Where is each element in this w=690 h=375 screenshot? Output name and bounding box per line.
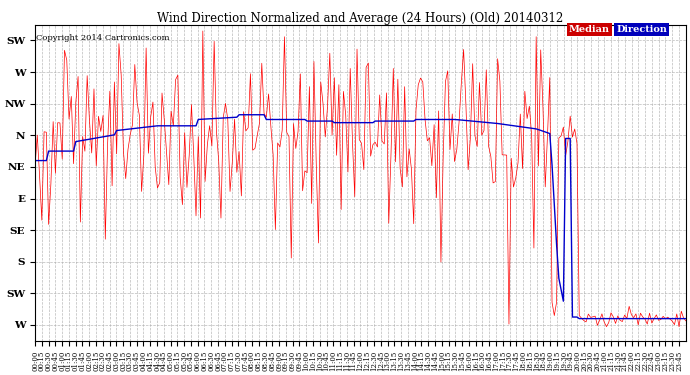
Text: Direction: Direction [616, 25, 667, 34]
Text: Median: Median [569, 25, 610, 34]
Title: Wind Direction Normalized and Average (24 Hours) (Old) 20140312: Wind Direction Normalized and Average (2… [157, 12, 564, 25]
Text: Copyright 2014 Cartronics.com: Copyright 2014 Cartronics.com [37, 34, 170, 42]
